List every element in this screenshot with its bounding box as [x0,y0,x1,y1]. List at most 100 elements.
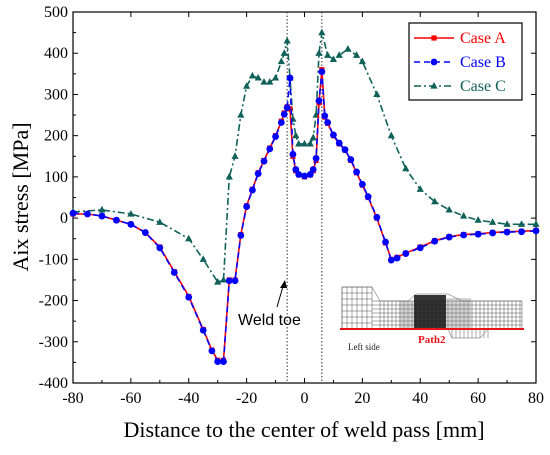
data-point [310,134,317,141]
data-point [336,140,343,147]
x-tick-label: 60 [470,390,486,407]
data-point [373,214,380,221]
data-point [237,111,244,118]
data-point [324,119,331,126]
x-tick-label: 0 [301,390,309,407]
inset-path-label: Path2 [418,334,446,346]
data-point [70,210,77,217]
data-point [446,234,453,241]
y-tick-label: 400 [44,45,68,62]
data-point [342,146,349,153]
y-tick-label: -100 [39,251,68,268]
data-point [417,185,424,192]
data-point [489,218,496,225]
x-axis-title: Distance to the center of weld pass [mm] [123,417,484,442]
data-point [214,358,221,365]
data-point [266,78,273,85]
y-tick-label: 100 [44,169,68,186]
data-point [460,212,467,219]
x-tick-label: 20 [354,390,370,407]
legend-marker [431,59,438,66]
data-point [261,158,268,165]
data-point [353,51,360,58]
y-tick-label: -400 [39,375,68,392]
data-point [295,171,302,178]
y-tick-label: 500 [44,4,68,21]
data-point [292,132,299,139]
data-point [284,37,291,44]
x-tick-label: -80 [62,390,83,407]
data-point [394,255,401,262]
data-point [321,112,328,119]
data-point [313,155,320,162]
data-point [330,55,337,62]
data-point [347,156,354,163]
data-point [290,151,297,158]
data-point [287,75,294,82]
legend-label: Case B [460,54,506,71]
data-point [84,211,91,218]
data-point [388,257,395,264]
data-point [281,111,288,118]
legend-label: Case C [460,78,506,95]
data-point [156,244,163,251]
data-point [318,68,325,75]
mesh-weld-zone [414,295,446,329]
data-point [518,228,525,235]
data-point [281,49,288,56]
data-point [220,358,227,365]
data-point [278,119,285,126]
data-point [417,244,424,251]
data-point [353,169,360,176]
data-point [284,104,291,111]
data-point [231,152,238,159]
data-point [316,97,323,104]
data-point [99,213,106,220]
data-point [249,72,256,79]
legend-marker [431,35,436,40]
data-point [382,239,389,246]
legend: Case A Case B Case C [409,23,522,100]
data-point [260,78,267,85]
data-point [373,90,380,97]
data-point [533,227,540,234]
y-tick-label: -200 [39,293,68,310]
data-point [431,238,438,245]
data-point [344,45,351,52]
data-point [185,294,192,301]
data-point [330,131,337,138]
data-point [318,29,325,36]
weld-toe-label: Weld toe [238,312,301,329]
data-point [209,347,216,354]
data-point [475,231,482,238]
data-point [359,181,366,188]
data-point [315,49,322,56]
data-point [142,229,149,236]
legend-label: Case A [460,30,506,47]
data-point [460,232,467,239]
data-point [324,51,331,58]
data-point [113,217,120,224]
data-point [278,57,285,64]
y-tick-label: 200 [44,128,68,145]
data-point [226,173,233,180]
y-tick-label: 300 [44,86,68,103]
data-point [200,255,207,262]
x-tick-label: 40 [412,390,428,407]
data-point [301,173,308,180]
data-point [388,132,395,139]
data-point [272,133,279,140]
x-tick-label: -60 [120,390,141,407]
data-point [127,221,134,228]
data-point [402,250,409,257]
data-point [504,229,511,236]
y-tick-label: 0 [60,210,68,227]
data-point [171,269,178,276]
data-point [237,232,244,239]
data-point [185,235,192,242]
y-axis-title: Aix stress [MPa] [8,122,33,271]
data-point [489,230,496,237]
data-point [255,170,262,177]
data-point [272,74,279,81]
